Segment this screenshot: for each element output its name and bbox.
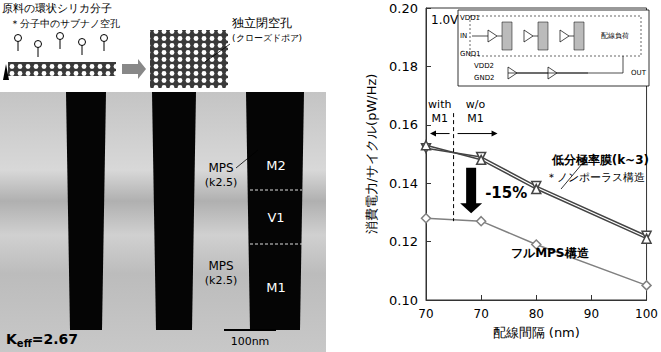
svg-text:M1: M1 — [266, 280, 286, 295]
svg-text:低分極率膜(k~3): 低分極率膜(k~3) — [551, 153, 649, 167]
svg-text:0.20: 0.20 — [389, 1, 418, 16]
svg-text:0.10: 0.10 — [389, 293, 418, 308]
svg-text:IN: IN — [460, 32, 467, 40]
svg-text:GND1: GND1 — [460, 50, 481, 58]
svg-text:(k2.5): (k2.5) — [205, 274, 237, 287]
svg-text:配線間隔 (nm): 配線間隔 (nm) — [493, 325, 580, 340]
svg-text:100: 100 — [635, 307, 658, 321]
svg-text:100nm: 100nm — [231, 335, 270, 348]
svg-text:80: 80 — [529, 307, 544, 321]
svg-text:フルMPS構造: フルMPS構造 — [511, 246, 589, 260]
svg-text:VDD1: VDD1 — [460, 14, 480, 22]
svg-text:GND2: GND2 — [474, 74, 495, 82]
svg-text:消費電力/サイクル(pW/Hz): 消費電力/サイクル(pW/Hz) — [364, 74, 379, 235]
svg-text:独立閉空孔: 独立閉空孔 — [232, 16, 292, 30]
svg-text:with: with — [428, 98, 451, 111]
svg-text:0.16: 0.16 — [389, 117, 418, 132]
svg-text:-15%: -15% — [485, 184, 527, 202]
svg-text:70: 70 — [418, 307, 433, 321]
svg-text:90: 90 — [584, 307, 599, 321]
svg-text:＊ノンポーラス構造: ＊ノンポーラス構造 — [546, 171, 645, 184]
svg-text:OUT: OUT — [631, 69, 647, 77]
svg-text:原料の環状シリカ分子: 原料の環状シリカ分子 — [2, 2, 112, 15]
svg-text:MPS: MPS — [208, 161, 233, 175]
svg-text:MPS: MPS — [208, 259, 233, 273]
svg-text:＊分子中のサブナノ空孔: ＊分子中のサブナノ空孔 — [10, 18, 120, 29]
svg-text:0.12: 0.12 — [389, 234, 418, 249]
svg-text:VDD2: VDD2 — [474, 62, 494, 70]
svg-text:(k2.5): (k2.5) — [205, 176, 237, 189]
svg-text:1.0V: 1.0V — [431, 13, 459, 27]
svg-text:w/o: w/o — [466, 98, 486, 111]
svg-text:(クローズドポア): (クローズドポア) — [232, 33, 302, 43]
svg-text:M1: M1 — [467, 112, 484, 125]
svg-text:0.14: 0.14 — [389, 176, 418, 191]
svg-text:配線負荷: 配線負荷 — [601, 32, 629, 40]
svg-text:Keff=2.67: Keff=2.67 — [6, 331, 78, 349]
svg-text:M1: M1 — [432, 112, 449, 125]
svg-text:70: 70 — [473, 307, 488, 321]
svg-text:M2: M2 — [266, 158, 286, 173]
svg-text:V1: V1 — [267, 210, 284, 225]
svg-text:0.18: 0.18 — [389, 59, 418, 74]
